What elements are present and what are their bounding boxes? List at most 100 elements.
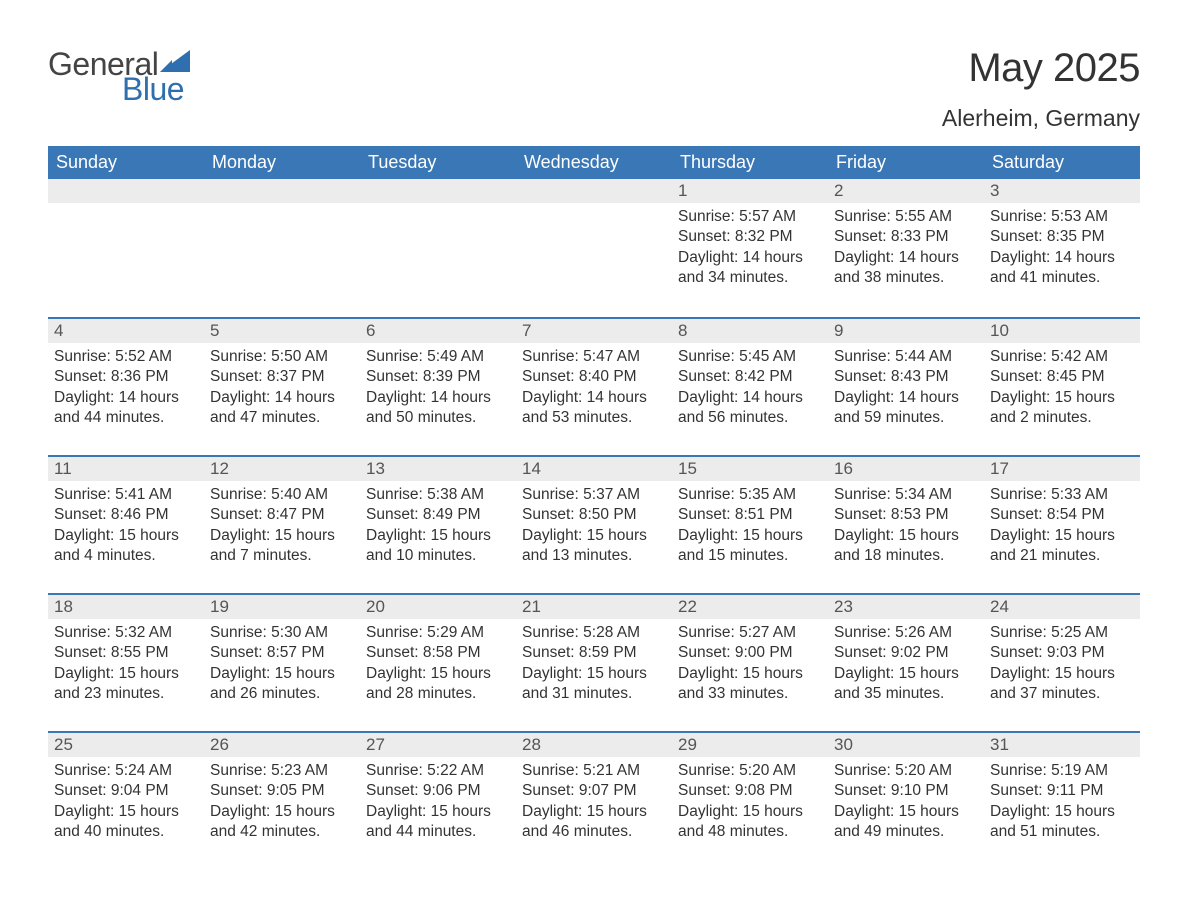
calendar-cell: 26Sunrise: 5:23 AMSunset: 9:05 PMDayligh… [204, 731, 360, 869]
daylight-line: Daylight: 15 hours and 42 minutes. [210, 802, 354, 843]
day-body: Sunrise: 5:38 AMSunset: 8:49 PMDaylight:… [360, 481, 516, 573]
day-number: 9 [828, 317, 984, 343]
day-number: 20 [360, 593, 516, 619]
calendar-cell: 29Sunrise: 5:20 AMSunset: 9:08 PMDayligh… [672, 731, 828, 869]
sunrise-line: Sunrise: 5:19 AM [990, 761, 1134, 781]
daylight-line: Daylight: 15 hours and 13 minutes. [522, 526, 666, 567]
sunrise-line: Sunrise: 5:44 AM [834, 347, 978, 367]
calendar-cell: 3Sunrise: 5:53 AMSunset: 8:35 PMDaylight… [984, 179, 1140, 317]
col-thursday: Thursday [672, 146, 828, 179]
calendar-cell: 11Sunrise: 5:41 AMSunset: 8:46 PMDayligh… [48, 455, 204, 593]
daylight-line: Daylight: 15 hours and 49 minutes. [834, 802, 978, 843]
daylight-line: Daylight: 14 hours and 59 minutes. [834, 388, 978, 429]
calendar-cell: 17Sunrise: 5:33 AMSunset: 8:54 PMDayligh… [984, 455, 1140, 593]
calendar-cell: 2Sunrise: 5:55 AMSunset: 8:33 PMDaylight… [828, 179, 984, 317]
day-number: 3 [984, 179, 1140, 203]
calendar-cell: 5Sunrise: 5:50 AMSunset: 8:37 PMDaylight… [204, 317, 360, 455]
calendar-cell: 19Sunrise: 5:30 AMSunset: 8:57 PMDayligh… [204, 593, 360, 731]
day-body: Sunrise: 5:53 AMSunset: 8:35 PMDaylight:… [984, 203, 1140, 295]
calendar-cell: 15Sunrise: 5:35 AMSunset: 8:51 PMDayligh… [672, 455, 828, 593]
sunset-line: Sunset: 8:53 PM [834, 505, 978, 525]
day-number: 17 [984, 455, 1140, 481]
day-body: Sunrise: 5:27 AMSunset: 9:00 PMDaylight:… [672, 619, 828, 711]
sunrise-line: Sunrise: 5:37 AM [522, 485, 666, 505]
sunset-line: Sunset: 8:59 PM [522, 643, 666, 663]
sunrise-line: Sunrise: 5:24 AM [54, 761, 198, 781]
day-number: 24 [984, 593, 1140, 619]
calendar-cell [360, 179, 516, 317]
day-body [204, 203, 360, 303]
daylight-line: Daylight: 15 hours and 46 minutes. [522, 802, 666, 843]
sunrise-line: Sunrise: 5:25 AM [990, 623, 1134, 643]
sunset-line: Sunset: 8:47 PM [210, 505, 354, 525]
day-body: Sunrise: 5:21 AMSunset: 9:07 PMDaylight:… [516, 757, 672, 849]
logo: General Blue [48, 46, 190, 108]
sunrise-line: Sunrise: 5:40 AM [210, 485, 354, 505]
sunset-line: Sunset: 8:43 PM [834, 367, 978, 387]
day-number: 16 [828, 455, 984, 481]
day-body: Sunrise: 5:30 AMSunset: 8:57 PMDaylight:… [204, 619, 360, 711]
title-block: May 2025 Alerheim, Germany [942, 46, 1140, 132]
sunset-line: Sunset: 9:08 PM [678, 781, 822, 801]
day-body: Sunrise: 5:24 AMSunset: 9:04 PMDaylight:… [48, 757, 204, 849]
day-body: Sunrise: 5:41 AMSunset: 8:46 PMDaylight:… [48, 481, 204, 573]
day-number: 21 [516, 593, 672, 619]
calendar-cell: 18Sunrise: 5:32 AMSunset: 8:55 PMDayligh… [48, 593, 204, 731]
day-number: 13 [360, 455, 516, 481]
daylight-line: Daylight: 14 hours and 47 minutes. [210, 388, 354, 429]
calendar-cell: 12Sunrise: 5:40 AMSunset: 8:47 PMDayligh… [204, 455, 360, 593]
calendar-body: 1Sunrise: 5:57 AMSunset: 8:32 PMDaylight… [48, 179, 1140, 869]
daylight-line: Daylight: 15 hours and 31 minutes. [522, 664, 666, 705]
sunrise-line: Sunrise: 5:27 AM [678, 623, 822, 643]
day-number [48, 179, 204, 203]
daylight-line: Daylight: 15 hours and 10 minutes. [366, 526, 510, 567]
day-number: 14 [516, 455, 672, 481]
calendar-cell: 21 Sunrise: 5:28 AMSunset: 8:59 PMDayligh… [516, 593, 672, 731]
sunset-line: Sunset: 8:55 PM [54, 643, 198, 663]
day-number: 4 [48, 317, 204, 343]
sunset-line: Sunset: 9:04 PM [54, 781, 198, 801]
calendar-week-row: 25Sunrise: 5:24 AMSunset: 9:04 PMDayligh… [48, 731, 1140, 869]
day-body: Sunrise: 5:22 AMSunset: 9:06 PMDaylight:… [360, 757, 516, 849]
day-body: Sunrise: 5:52 AMSunset: 8:36 PMDaylight:… [48, 343, 204, 435]
sunrise-line: Sunrise: 5:21 AM [522, 761, 666, 781]
day-body: Sunrise: 5:34 AMSunset: 8:53 PMDaylight:… [828, 481, 984, 573]
day-body: Sunrise: 5:45 AMSunset: 8:42 PMDaylight:… [672, 343, 828, 435]
daylight-line: Daylight: 15 hours and 21 minutes. [990, 526, 1134, 567]
calendar-week-row: 4Sunrise: 5:52 AMSunset: 8:36 PMDaylight… [48, 317, 1140, 455]
day-number: 15 [672, 455, 828, 481]
sunset-line: Sunset: 8:46 PM [54, 505, 198, 525]
sunrise-line: Sunrise: 5:22 AM [366, 761, 510, 781]
daylight-line: Daylight: 14 hours and 50 minutes. [366, 388, 510, 429]
sunrise-line: Sunrise: 5:55 AM [834, 207, 978, 227]
sunrise-line: Sunrise: 5:32 AM [54, 623, 198, 643]
day-body: Sunrise: 5:23 AMSunset: 9:05 PMDaylight:… [204, 757, 360, 849]
weekday-header-row: Sunday Monday Tuesday Wednesday Thursday… [48, 146, 1140, 179]
daylight-line: Daylight: 15 hours and 35 minutes. [834, 664, 978, 705]
daylight-line: Daylight: 15 hours and 48 minutes. [678, 802, 822, 843]
calendar-week-row: 18Sunrise: 5:32 AMSunset: 8:55 PMDayligh… [48, 593, 1140, 731]
sunrise-line: Sunrise: 5:47 AM [522, 347, 666, 367]
sunrise-line: Sunrise: 5:35 AM [678, 485, 822, 505]
daylight-line: Daylight: 14 hours and 38 minutes. [834, 248, 978, 289]
day-body: Sunrise: 5:49 AMSunset: 8:39 PMDaylight:… [360, 343, 516, 435]
calendar-cell: 7Sunrise: 5:47 AMSunset: 8:40 PMDaylight… [516, 317, 672, 455]
sunrise-line: Sunrise: 5:28 AM [522, 623, 666, 643]
sunrise-line: Sunrise: 5:42 AM [990, 347, 1134, 367]
calendar-cell [516, 179, 672, 317]
sunset-line: Sunset: 9:10 PM [834, 781, 978, 801]
calendar-cell: 28Sunrise: 5:21 AMSunset: 9:07 PMDayligh… [516, 731, 672, 869]
calendar-cell: 1Sunrise: 5:57 AMSunset: 8:32 PMDaylight… [672, 179, 828, 317]
calendar-week-row: 1Sunrise: 5:57 AMSunset: 8:32 PMDaylight… [48, 179, 1140, 317]
sunrise-line: Sunrise: 5:34 AM [834, 485, 978, 505]
daylight-line: Daylight: 15 hours and 51 minutes. [990, 802, 1134, 843]
sunset-line: Sunset: 8:33 PM [834, 227, 978, 247]
sunset-line: Sunset: 8:40 PM [522, 367, 666, 387]
sunrise-line: Sunrise: 5:38 AM [366, 485, 510, 505]
day-number [360, 179, 516, 203]
daylight-line: Daylight: 15 hours and 23 minutes. [54, 664, 198, 705]
sunset-line: Sunset: 8:37 PM [210, 367, 354, 387]
calendar-cell: 30Sunrise: 5:20 AMSunset: 9:10 PMDayligh… [828, 731, 984, 869]
sunrise-line: Sunrise: 5:29 AM [366, 623, 510, 643]
calendar-cell: 25Sunrise: 5:24 AMSunset: 9:04 PMDayligh… [48, 731, 204, 869]
